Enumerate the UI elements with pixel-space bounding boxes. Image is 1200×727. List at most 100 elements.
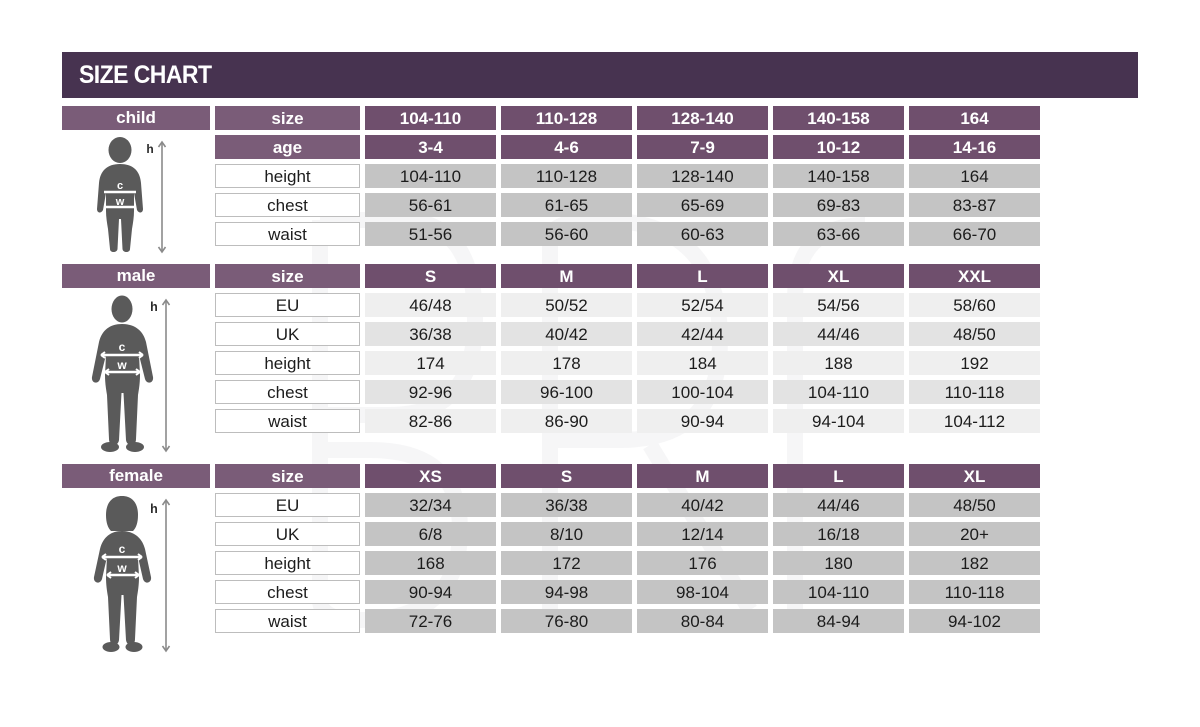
size-header-cell: 128-140 — [637, 106, 768, 130]
male-data-column-1: S 46/48 36/38 174 92-96 82-86 — [365, 264, 496, 455]
data-cell: 16/18 — [773, 522, 904, 546]
row-label-eu: EU — [215, 293, 360, 317]
size-chart-sheet: SIZE CHART child — [62, 52, 1138, 655]
male-data-column-5: XXL 58/60 48/50 192 110-118 104-112 — [909, 264, 1040, 455]
data-cell: 90-94 — [637, 409, 768, 433]
data-cell: 110-118 — [909, 380, 1040, 404]
data-cell: 56-61 — [365, 193, 496, 217]
data-cell: 66-70 — [909, 222, 1040, 246]
male-data-column-3: L 52/54 42/44 184 100-104 90-94 — [637, 264, 768, 455]
data-cell: 94-104 — [773, 409, 904, 433]
data-cell: 6/8 — [365, 522, 496, 546]
page-title: SIZE CHART — [79, 60, 212, 89]
data-cell: 164 — [909, 164, 1040, 188]
data-cell: 172 — [501, 551, 632, 575]
data-cell: 98-104 — [637, 580, 768, 604]
size-header-cell: S — [365, 264, 496, 288]
data-cell: 83-87 — [909, 193, 1040, 217]
row-label-height: height — [215, 551, 360, 575]
svg-text:c: c — [117, 180, 123, 192]
data-cell: 104-112 — [909, 409, 1040, 433]
data-cell: 192 — [909, 351, 1040, 375]
data-cell: 69-83 — [773, 193, 904, 217]
female-data-column-2: S 36/38 8/10 172 94-98 76-80 — [501, 464, 632, 655]
size-header-cell: L — [637, 264, 768, 288]
size-header-cell: 140-158 — [773, 106, 904, 130]
data-cell: 40/42 — [501, 322, 632, 346]
data-cell: 100-104 — [637, 380, 768, 404]
size-header-cell: XXL — [909, 264, 1040, 288]
row-label-uk: UK — [215, 522, 360, 546]
data-cell: 56-60 — [501, 222, 632, 246]
row-label-waist: waist — [215, 222, 360, 246]
age-header-cell: 7-9 — [637, 135, 768, 159]
data-cell: 46/48 — [365, 293, 496, 317]
svg-text:h: h — [146, 142, 153, 156]
data-cell: 51-56 — [365, 222, 496, 246]
child-column: child c w — [62, 106, 210, 255]
child-data-column-4: 140-158 10-12 140-158 69-83 63-66 — [773, 106, 904, 255]
section-male: male — [62, 264, 1138, 455]
child-data-column-2: 110-128 4-6 110-128 61-65 56-60 — [501, 106, 632, 255]
row-label-chest: chest — [215, 380, 360, 404]
data-cell: 96-100 — [501, 380, 632, 404]
child-row-labels: size age height chest waist — [215, 106, 360, 255]
male-data-column-2: M 50/52 40/42 178 96-100 86-90 — [501, 264, 632, 455]
data-cell: 44/46 — [773, 493, 904, 517]
data-cell: 174 — [365, 351, 496, 375]
data-cell: 84-94 — [773, 609, 904, 633]
row-label-size: size — [215, 264, 360, 288]
data-cell: 12/14 — [637, 522, 768, 546]
female-column: female — [62, 464, 210, 655]
age-header-cell: 14-16 — [909, 135, 1040, 159]
data-cell: 61-65 — [501, 193, 632, 217]
data-cell: 80-84 — [637, 609, 768, 633]
data-cell: 60-63 — [637, 222, 768, 246]
size-header-cell: 164 — [909, 106, 1040, 130]
age-header-cell: 3-4 — [365, 135, 496, 159]
svg-text:w: w — [115, 196, 125, 208]
data-cell: 140-158 — [773, 164, 904, 188]
row-label-waist: waist — [215, 609, 360, 633]
female-data-column-3: M 40/42 12/14 176 98-104 80-84 — [637, 464, 768, 655]
data-cell: 58/60 — [909, 293, 1040, 317]
row-label-age: age — [215, 135, 360, 159]
section-child: child c w — [62, 106, 1138, 255]
chart-title-banner: SIZE CHART — [62, 52, 1138, 98]
data-cell: 178 — [501, 351, 632, 375]
svg-text:c: c — [119, 542, 126, 556]
data-cell: 20+ — [909, 522, 1040, 546]
svg-text:h: h — [150, 502, 158, 516]
data-cell: 36/38 — [365, 322, 496, 346]
row-label-chest: chest — [215, 580, 360, 604]
row-label-height: height — [215, 351, 360, 375]
female-row-labels: size EU UK height chest waist — [215, 464, 360, 655]
group-label-child: child — [62, 106, 210, 130]
size-header-cell: M — [501, 264, 632, 288]
data-cell: 65-69 — [637, 193, 768, 217]
data-cell: 86-90 — [501, 409, 632, 433]
child-data-column-3: 128-140 7-9 128-140 65-69 60-63 — [637, 106, 768, 255]
data-cell: 182 — [909, 551, 1040, 575]
size-header-cell: M — [637, 464, 768, 488]
row-label-eu: EU — [215, 493, 360, 517]
row-label-height: height — [215, 164, 360, 188]
child-data-column-1: 104-110 3-4 104-110 56-61 51-56 — [365, 106, 496, 255]
child-data-column-5: 164 14-16 164 83-87 66-70 — [909, 106, 1040, 255]
size-header-cell: L — [773, 464, 904, 488]
data-cell: 188 — [773, 351, 904, 375]
size-header-cell: S — [501, 464, 632, 488]
data-cell: 72-76 — [365, 609, 496, 633]
data-cell: 184 — [637, 351, 768, 375]
size-header-cell: XL — [773, 264, 904, 288]
data-cell: 48/50 — [909, 322, 1040, 346]
svg-text:c: c — [119, 340, 126, 354]
group-label-male: male — [62, 264, 210, 288]
data-cell: 54/56 — [773, 293, 904, 317]
data-cell: 92-96 — [365, 380, 496, 404]
data-cell: 110-128 — [501, 164, 632, 188]
data-cell: 50/52 — [501, 293, 632, 317]
data-cell: 63-66 — [773, 222, 904, 246]
size-header-cell: XL — [909, 464, 1040, 488]
male-column: male — [62, 264, 210, 455]
